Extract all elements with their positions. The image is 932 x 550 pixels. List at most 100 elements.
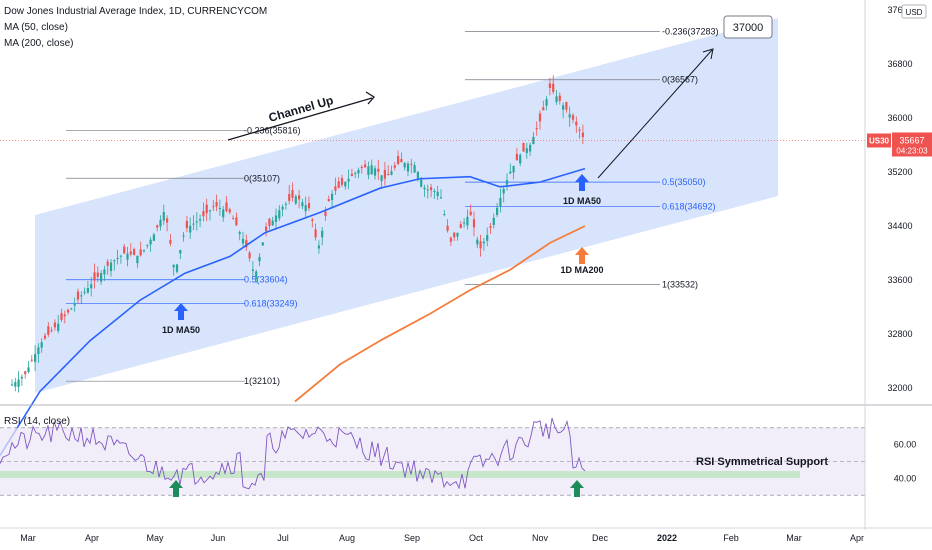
candle-body bbox=[515, 153, 518, 161]
candle-body bbox=[364, 164, 367, 168]
candle-body bbox=[393, 165, 396, 168]
candle-body bbox=[281, 206, 284, 210]
fib-label: 0(35107) bbox=[244, 173, 280, 183]
candle-body bbox=[96, 272, 99, 277]
candle-body bbox=[50, 330, 53, 332]
candle-body bbox=[172, 264, 175, 268]
candle-body bbox=[410, 163, 413, 165]
candle-body bbox=[169, 239, 172, 244]
candle-body bbox=[314, 229, 317, 238]
candle-body bbox=[136, 255, 139, 264]
price-tag bbox=[892, 132, 932, 157]
target-arrow-head bbox=[702, 48, 714, 60]
candle-body bbox=[245, 240, 248, 248]
rsi-support-band bbox=[0, 471, 800, 478]
candle-body bbox=[479, 241, 482, 249]
symbol-tag bbox=[867, 133, 891, 148]
candle-body bbox=[67, 309, 70, 313]
candle-body bbox=[43, 335, 47, 339]
candle-body bbox=[40, 342, 43, 348]
candle-body bbox=[469, 211, 472, 216]
candle-body bbox=[476, 239, 479, 245]
candle-body bbox=[119, 255, 122, 257]
candle-body bbox=[179, 249, 182, 254]
price-tag-value: 35667 bbox=[899, 135, 924, 145]
candle-body bbox=[156, 225, 159, 228]
candle-body bbox=[307, 203, 311, 209]
candle-body bbox=[195, 221, 198, 223]
candle-body bbox=[344, 181, 347, 187]
time-tick-label: Feb bbox=[723, 533, 739, 543]
time-tick-label: Oct bbox=[469, 533, 484, 543]
rsi-band bbox=[0, 427, 865, 496]
rsi-pane: RSI Symmetrical Support bbox=[0, 417, 865, 497]
candle-body bbox=[37, 347, 40, 355]
candle-body bbox=[387, 173, 390, 176]
candle-body bbox=[581, 132, 584, 137]
candle-body bbox=[189, 225, 192, 233]
candle-body bbox=[331, 193, 334, 201]
candle-body bbox=[202, 211, 205, 217]
channel-arrow bbox=[227, 97, 373, 141]
rsi-arrow-icon bbox=[169, 480, 183, 497]
candle-body bbox=[542, 107, 545, 111]
candle-body bbox=[423, 187, 426, 190]
candle-body bbox=[552, 83, 555, 92]
fib-label: 1(33532) bbox=[662, 280, 698, 290]
candle-body bbox=[436, 191, 439, 197]
candle-body bbox=[558, 95, 561, 101]
candle-body bbox=[505, 180, 509, 185]
ma50-annotation: 1D MA50 bbox=[162, 325, 200, 335]
fib-label: 0(36567) bbox=[662, 75, 698, 85]
time-tick-label: Nov bbox=[532, 533, 549, 543]
candle-body bbox=[185, 220, 188, 229]
candle-body bbox=[258, 256, 261, 262]
candle-body bbox=[568, 114, 571, 118]
price-tick-label: 32000 bbox=[887, 383, 912, 393]
candle-body bbox=[311, 219, 314, 221]
candle-body bbox=[367, 166, 370, 176]
candle-body bbox=[357, 169, 360, 174]
chart-title: Dow Jones Industrial Average Index, 1D, … bbox=[4, 6, 268, 17]
candle-body bbox=[327, 199, 330, 202]
candle-body bbox=[456, 232, 459, 237]
candle-body bbox=[30, 359, 33, 361]
channel-up-zone bbox=[35, 18, 778, 393]
candle-body bbox=[113, 260, 116, 262]
rsi-line bbox=[0, 417, 586, 490]
candle-body bbox=[413, 165, 416, 173]
candle-body bbox=[347, 178, 350, 182]
candle-body bbox=[255, 271, 258, 279]
channel-arrow-head bbox=[365, 91, 375, 105]
ma200-legend: MA (200, close) bbox=[4, 38, 74, 49]
candle-body bbox=[360, 166, 363, 169]
candle-body bbox=[116, 257, 119, 259]
candle-body bbox=[73, 304, 76, 306]
candle-body bbox=[426, 189, 429, 191]
candle-body bbox=[159, 219, 162, 227]
candle-body bbox=[377, 168, 380, 172]
candle-body bbox=[80, 295, 83, 297]
candle-body bbox=[443, 214, 446, 216]
candle-body bbox=[337, 181, 340, 188]
time-tick-label: Apr bbox=[850, 533, 864, 543]
time-tick-label: Jul bbox=[277, 533, 289, 543]
candle-body bbox=[291, 190, 294, 198]
ma50-line bbox=[0, 167, 586, 456]
candle-body bbox=[34, 354, 37, 362]
ma200-arrow-icon bbox=[575, 247, 589, 264]
candle-body bbox=[205, 204, 208, 214]
rsi-support-label: RSI Symmetrical Support bbox=[696, 456, 828, 468]
candle-body bbox=[192, 223, 195, 225]
candle-body bbox=[522, 142, 525, 152]
candle-body bbox=[265, 226, 268, 232]
candle-body bbox=[350, 173, 353, 176]
ma50-arrow-icon bbox=[575, 174, 589, 191]
candle-body bbox=[397, 156, 400, 165]
candle-body bbox=[14, 382, 17, 387]
time-tick-label: Dec bbox=[592, 533, 609, 543]
fib-label: -0.236(37283) bbox=[662, 26, 719, 36]
candle-body bbox=[509, 171, 512, 174]
channel-up-label: Channel Up bbox=[267, 93, 335, 125]
fib-label: -0.236(35816) bbox=[244, 125, 301, 135]
